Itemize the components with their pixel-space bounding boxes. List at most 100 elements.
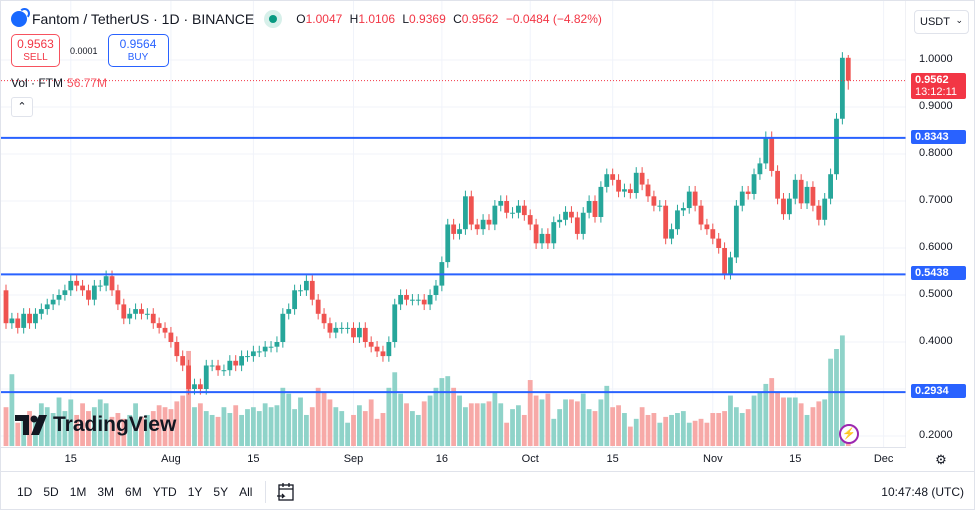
candle-body bbox=[474, 224, 480, 230]
candle-body bbox=[256, 351, 262, 353]
volume-bar bbox=[451, 387, 457, 446]
volume-bar bbox=[763, 383, 769, 446]
candle-body bbox=[103, 276, 109, 286]
volume-bar bbox=[828, 358, 833, 446]
candle-body bbox=[233, 360, 239, 366]
volume-bar bbox=[262, 403, 268, 446]
volume-bar bbox=[309, 407, 315, 446]
volume-bar bbox=[704, 422, 710, 446]
volume-bar bbox=[468, 403, 474, 446]
collapse-legend-button[interactable]: ⌃ bbox=[11, 97, 33, 117]
volume-bar bbox=[680, 411, 686, 446]
market-open-status-icon[interactable] bbox=[264, 10, 283, 28]
candle-body bbox=[463, 196, 468, 230]
volume-bar bbox=[627, 426, 633, 446]
price-tick-label: 0.2000 bbox=[919, 429, 953, 441]
candle-body bbox=[486, 219, 492, 225]
sell-button[interactable]: 0.9563 SELL bbox=[11, 34, 60, 67]
level-price-tag: 0.2934 bbox=[911, 384, 966, 399]
time-tick-label: Sep bbox=[343, 453, 364, 465]
calendar-arrow-icon[interactable] bbox=[276, 482, 296, 502]
volume-bar bbox=[675, 413, 680, 446]
volume-bar bbox=[592, 411, 598, 446]
candle-body bbox=[745, 191, 751, 194]
candle-body bbox=[15, 318, 21, 328]
candle-body bbox=[451, 224, 457, 234]
candle-body bbox=[822, 198, 828, 220]
volume-bar bbox=[256, 411, 262, 446]
candle-body bbox=[586, 201, 592, 213]
volume-bar bbox=[728, 395, 733, 446]
range-button-5d[interactable]: 5D bbox=[43, 484, 59, 499]
volume-bar bbox=[834, 349, 839, 446]
volume-bar bbox=[798, 403, 804, 446]
candle-body bbox=[828, 174, 833, 199]
volume-bar bbox=[427, 395, 433, 446]
symbol-title[interactable]: Fantom / TetherUS · 1D · BINANCE bbox=[32, 11, 255, 27]
volume-bar bbox=[150, 411, 156, 446]
lightning-icon[interactable]: ⚡ bbox=[839, 424, 859, 444]
currency-select[interactable]: USDT ⌄ bbox=[914, 10, 969, 34]
volume-bar bbox=[345, 422, 351, 446]
candle-body bbox=[339, 327, 345, 329]
volume-bar bbox=[545, 393, 551, 446]
candle-body bbox=[144, 313, 150, 315]
candle-body bbox=[651, 196, 657, 206]
candle-body bbox=[533, 224, 539, 244]
buy-button[interactable]: 0.9564 BUY bbox=[107, 34, 169, 67]
price-tick-label: 0.4000 bbox=[919, 335, 953, 347]
volume-bar bbox=[180, 395, 186, 446]
candle-body bbox=[551, 222, 557, 244]
trade-buttons: 0.9563 SELL 0.0001 0.9564 BUY bbox=[11, 34, 169, 67]
range-button-5y[interactable]: 5Y bbox=[213, 484, 229, 499]
volume-bar bbox=[374, 418, 380, 446]
candle-body bbox=[698, 205, 704, 225]
volume-bar bbox=[492, 391, 498, 446]
candle-body bbox=[127, 313, 133, 319]
candle-body bbox=[315, 299, 321, 314]
candle-body bbox=[527, 215, 533, 225]
candle-body bbox=[174, 342, 180, 357]
range-button-1m[interactable]: 1M bbox=[69, 484, 87, 499]
volume-bar bbox=[50, 413, 56, 446]
candle-body bbox=[580, 212, 586, 234]
range-button-1y[interactable]: 1Y bbox=[187, 484, 203, 499]
candle-body bbox=[286, 309, 292, 314]
candle-body bbox=[616, 179, 621, 192]
range-button-6m[interactable]: 6M bbox=[125, 484, 142, 499]
range-button-3m[interactable]: 3M bbox=[97, 484, 115, 499]
candle-body bbox=[786, 198, 792, 215]
symbol-header: Fantom / TetherUS · 1D · BINANCE O1.0047… bbox=[11, 8, 606, 28]
price-chart[interactable] bbox=[1, 1, 906, 448]
volume-bar bbox=[445, 376, 451, 446]
range-button-1d[interactable]: 1D bbox=[17, 484, 33, 499]
utc-clock[interactable]: 10:47:48 (UTC) bbox=[881, 485, 964, 499]
gear-icon[interactable]: ⚙ bbox=[935, 452, 947, 467]
candle-body bbox=[44, 304, 50, 310]
time-tick-label: 15 bbox=[64, 453, 77, 465]
candle-body bbox=[521, 205, 527, 216]
ohlc-legend: O1.0047 H1.0106 L0.9369 C0.9562 −0.0484 … bbox=[296, 12, 602, 26]
candle-body bbox=[215, 365, 221, 371]
candle-body bbox=[733, 205, 739, 258]
change-value: −0.0484 (−4.82%) bbox=[505, 12, 602, 26]
candle-body bbox=[598, 186, 604, 217]
volume-bar bbox=[362, 411, 368, 446]
candle-body bbox=[504, 201, 510, 213]
volume-bar bbox=[245, 409, 250, 446]
volume-bar bbox=[133, 403, 138, 446]
bottom-toolbar: 1D 5D 1M 3M 6M YTD 1Y 5Y All 10:47:48 (UTC) bbox=[1, 471, 975, 511]
candle-body bbox=[351, 327, 356, 338]
candle-body bbox=[775, 170, 780, 199]
volume-bar bbox=[639, 407, 645, 446]
volume-bar bbox=[233, 405, 239, 446]
volume-bar bbox=[775, 391, 780, 446]
range-button-all[interactable]: All bbox=[239, 484, 253, 499]
volume-bar bbox=[109, 416, 115, 446]
candle-body bbox=[669, 229, 674, 239]
candle-body bbox=[492, 205, 498, 225]
time-tick-label: Dec bbox=[873, 453, 894, 465]
range-button-ytd[interactable]: YTD bbox=[152, 484, 177, 499]
volume-bar bbox=[616, 405, 621, 446]
price-tick-label: 1.0000 bbox=[919, 53, 953, 65]
